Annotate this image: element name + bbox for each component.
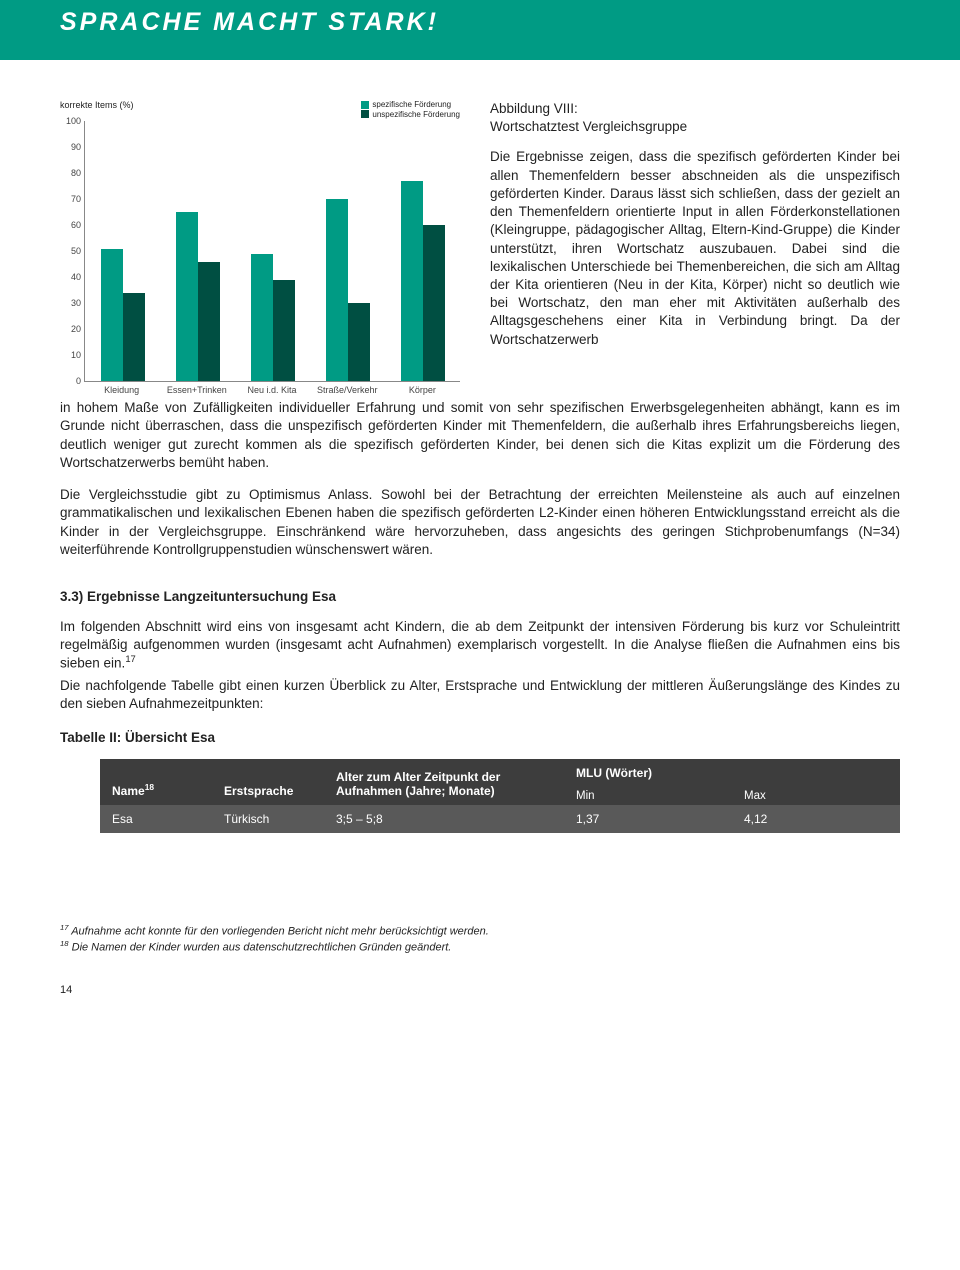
legend-item: unspezifische Förderung — [361, 110, 460, 120]
chart-bar — [401, 181, 423, 381]
footnote-number: 17 — [60, 923, 69, 932]
body-paragraph: Im folgenden Abschnitt wird eins von ins… — [60, 618, 900, 673]
page-number: 14 — [60, 984, 900, 996]
chart-plot-area: 0102030405060708090100 — [84, 121, 460, 382]
table-header-cell: Erstsprache — [212, 759, 324, 805]
chart-category-label: Körper — [385, 382, 460, 395]
table-cell: 4,12 — [732, 805, 900, 833]
table-title: Tabelle II: Übersicht Esa — [60, 730, 900, 745]
chart-category-labels: KleidungEssen+TrinkenNeu i.d. KitaStraße… — [84, 382, 460, 395]
chart-bar — [198, 262, 220, 382]
chart-category-label: Straße/Verkehr — [310, 382, 385, 395]
legend-label: unspezifische Förderung — [372, 110, 460, 120]
chart-and-caption-block: korrekte Items (%) spezifische Förderung… — [60, 100, 900, 395]
page-header: SPRACHE MACHT STARK! — [0, 0, 960, 60]
table-header-cell: Min — [564, 787, 732, 805]
chart-bar — [251, 254, 273, 381]
chart-ytick-label: 0 — [61, 376, 81, 386]
chart-category-label: Kleidung — [84, 382, 159, 395]
chart-ytick-label: 40 — [61, 272, 81, 282]
table-header-cell: MLU (Wörter) — [564, 759, 900, 787]
body-paragraph: in hohem Maße von Zufälligkeiten individ… — [60, 399, 900, 472]
footnote: 18 Die Namen der Kinder wurden aus daten… — [60, 939, 900, 956]
chart-bar-group — [326, 199, 370, 381]
chart-ytick-label: 30 — [61, 298, 81, 308]
footnote-ref: 17 — [125, 654, 136, 665]
table-cell: 1,37 — [564, 805, 732, 833]
chart-bar — [326, 199, 348, 381]
chart-bar — [101, 249, 123, 382]
chart-ytick-label: 70 — [61, 194, 81, 204]
overview-table: Name18 Erstsprache Alter zum Alter Zeitp… — [100, 759, 900, 833]
body-paragraph: Die Ergebnisse zeigen, dass die spezifis… — [490, 148, 900, 348]
chart-ytick-label: 90 — [61, 142, 81, 152]
figure-label: Abbildung VIII: — [490, 101, 578, 116]
chart-category-label: Essen+Trinken — [159, 382, 234, 395]
chart-bar-group — [176, 212, 220, 381]
page-root: SPRACHE MACHT STARK! korrekte Items (%) … — [0, 0, 960, 1270]
chart-column: korrekte Items (%) spezifische Förderung… — [60, 100, 460, 395]
chart-bar — [423, 225, 445, 381]
chart-category-label: Neu i.d. Kita — [234, 382, 309, 395]
chart-ytick-label: 80 — [61, 168, 81, 178]
legend-item: spezifische Förderung — [361, 100, 460, 110]
footnotes: 17 Aufnahme acht konnte für den vorliege… — [60, 923, 900, 956]
footnote-ref: 18 — [145, 782, 154, 792]
figure-title: Wortschatztest Vergleichsgruppe — [490, 119, 687, 134]
chart-bar-group — [251, 254, 295, 381]
body-paragraph: Die nachfolgende Tabelle gibt einen kurz… — [60, 677, 900, 713]
table-cell: Türkisch — [212, 805, 324, 833]
section-heading: 3.3) Ergebnisse Langzeituntersuchung Esa — [60, 589, 900, 604]
table-header-cell: Alter zum Alter Zeitpunkt der Aufnahmen … — [324, 759, 564, 805]
footnote: 17 Aufnahme acht konnte für den vorliege… — [60, 923, 900, 940]
body-text: in hohem Maße von Zufälligkeiten individ… — [60, 399, 900, 559]
table-cell: Esa — [100, 805, 212, 833]
chart-bar-group — [401, 181, 445, 381]
legend-swatch — [361, 101, 369, 109]
chart-ytick-label: 50 — [61, 246, 81, 256]
chart-legend: spezifische Förderung unspezifische Förd… — [361, 100, 460, 119]
chart-ytick-label: 20 — [61, 324, 81, 334]
legend-label: spezifische Förderung — [372, 100, 451, 110]
chart-bar — [123, 293, 145, 381]
table-header-cell: Max — [732, 787, 900, 805]
table-row: Esa Türkisch 3;5 – 5;8 1,37 4,12 — [100, 805, 900, 833]
table-header-cell: Name18 — [100, 759, 212, 805]
bar-chart: korrekte Items (%) spezifische Förderung… — [60, 100, 460, 395]
figure-title-block: Abbildung VIII: Wortschatztest Vergleich… — [490, 100, 900, 136]
chart-bar — [176, 212, 198, 381]
chart-bar-group — [101, 249, 145, 382]
chart-bar — [348, 303, 370, 381]
chart-ytick-label: 100 — [61, 116, 81, 126]
legend-swatch — [361, 110, 369, 118]
chart-ytick-label: 10 — [61, 350, 81, 360]
footnote-number: 18 — [60, 939, 69, 948]
chart-bar — [273, 280, 295, 381]
page-title: SPRACHE MACHT STARK! — [0, 0, 439, 37]
table-cell: 3;5 – 5;8 — [324, 805, 564, 833]
chart-ytick-label: 60 — [61, 220, 81, 230]
figure-caption-and-text: Abbildung VIII: Wortschatztest Vergleich… — [490, 100, 900, 395]
body-text: Im folgenden Abschnitt wird eins von ins… — [60, 618, 900, 714]
body-paragraph: Die Vergleichsstudie gibt zu Optimismus … — [60, 486, 900, 559]
